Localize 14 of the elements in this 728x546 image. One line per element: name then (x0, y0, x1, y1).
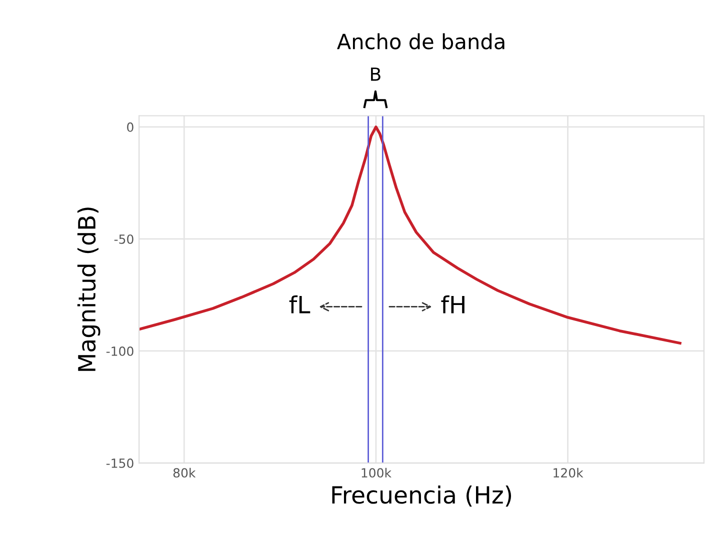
x-tick-label: 100k (362, 468, 392, 478)
line-series (139, 126, 682, 345)
x-tick-label: 80k (173, 468, 196, 478)
x-tick-label: 120k (554, 468, 584, 478)
y-tick-label: -100 (106, 346, 134, 356)
y-tick-label: 0 (127, 122, 134, 132)
y-tick-label: -50 (114, 234, 134, 244)
y-tick-label: -150 (106, 458, 134, 468)
chart-title: Ancho de banda (337, 33, 504, 50)
annotation: fL (289, 295, 310, 314)
x-axis-title: Frecuencia (Hz) (332, 486, 512, 507)
text: B (371, 68, 380, 81)
y-axis-title: Magnitud (dB) (77, 208, 100, 371)
annotation: fH (441, 295, 464, 314)
